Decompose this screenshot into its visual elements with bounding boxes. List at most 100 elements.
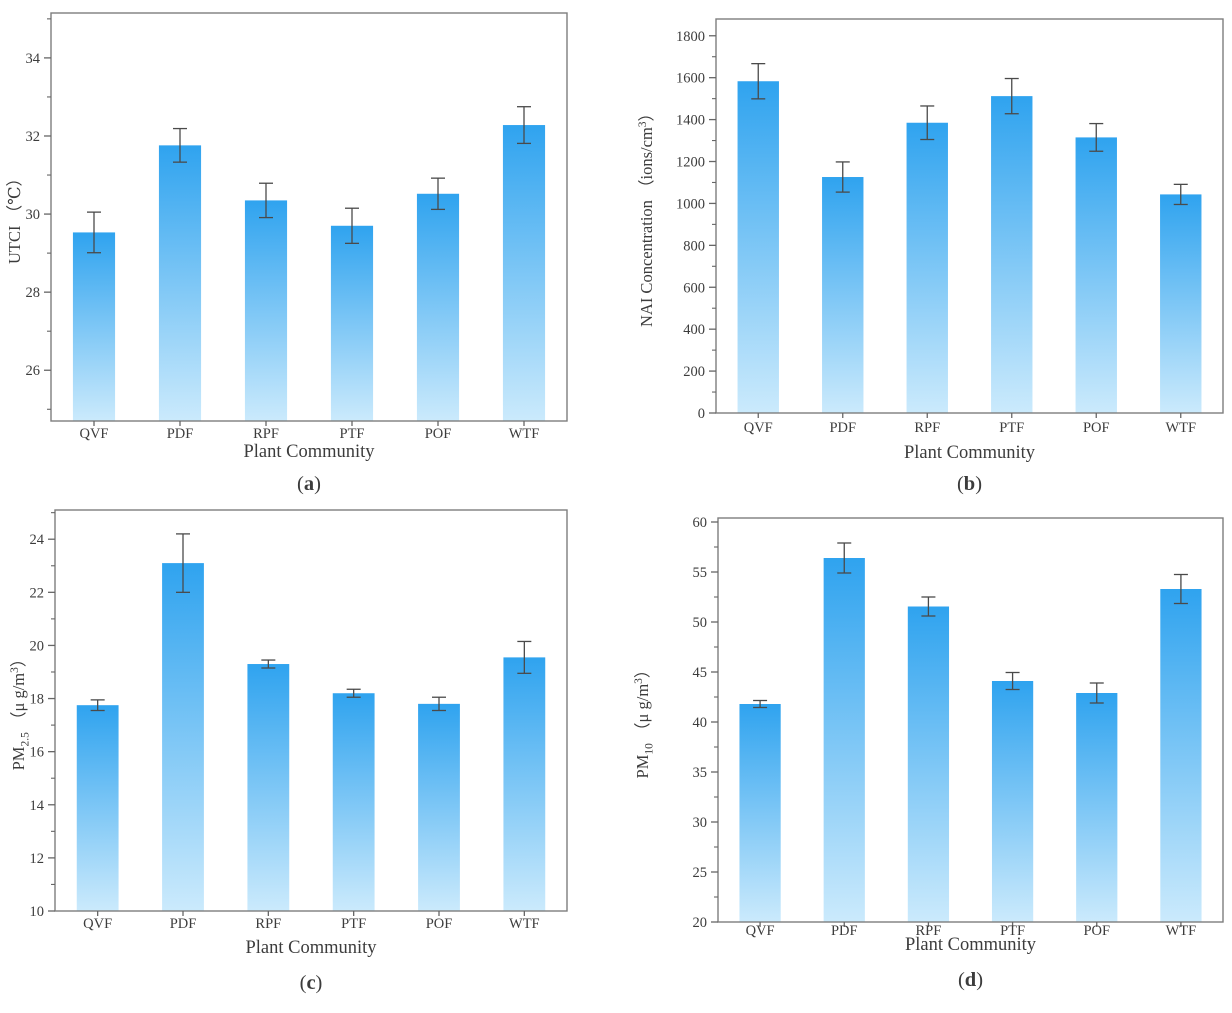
bar-POF [1076,693,1118,922]
x-tick-label-POF: POF [425,426,452,442]
x-axis-title: Plant Community [245,938,377,958]
bar-RPF [907,606,950,922]
x-axis: QVF PDF RPF PTF POF WTF [744,413,1196,436]
y-tick-label: 1600 [676,71,705,87]
x-axis: QVF PDF RPF PTF POF WTF [746,922,1197,939]
y-tick-label: 20 [30,638,45,654]
bar-QVF [76,705,119,911]
axes-frame [54,509,568,912]
bar-chart-b: 0 200 400 600 800 1000 1200 1400 1600 1800 QVF PDF R… [637,18,1224,495]
x-axis: QVF PDF RPF PTF POF WTF [79,421,539,442]
bar-PDF [823,558,865,922]
bar-POF [418,703,460,911]
y-axis-title: PM2.5 （μ g/m3） [9,651,32,771]
y-tick-label: 34 [26,51,41,67]
y-tick-label: 30 [693,815,708,831]
y-tick-label: 30 [26,207,41,223]
bar-RPF [906,122,948,414]
x-tick-label-PTF: PTF [341,916,366,932]
x-axis-title: Plant Community [905,935,1037,955]
y-tick-label: 200 [683,364,705,380]
y-axis-title: PM10 （μ g/m3） [633,662,656,779]
y-tick-label: 35 [693,765,708,781]
bar-PTF [991,681,1034,922]
bar-chart-a: 26 28 30 32 34 QVF PDF RPF PTF POF WTF Plant Commun… [5,12,568,495]
y-tick-label: 45 [693,665,708,681]
bar-PDF [162,563,204,911]
y-axis: 0 200 400 600 800 1000 1200 1400 1600 1800 [676,29,716,422]
x-tick-label-PDF: PDF [829,420,856,436]
y-tick-label: 600 [683,280,705,296]
bars [737,81,1202,414]
y-tick-label: 32 [26,129,41,145]
x-tick-label-RPF: RPF [253,426,279,442]
chart-panel-d: 20 25 30 35 40 45 50 55 60 QVF PDF RPF PTF POF WTF Plan… [616,507,1232,1013]
x-tick-label-PTF: PTF [1000,923,1025,939]
bars [76,563,546,911]
error-bars [751,62,1188,206]
x-tick-label-RPF: RPF [914,420,940,436]
x-tick-label-QVF: QVF [83,916,112,932]
bar-WTF [503,657,546,911]
x-tick-label-PDF: PDF [170,916,197,932]
bar-PTF [991,96,1033,414]
bar-chart-c: 10 12 14 16 18 20 22 24 QVF PDF RPF PTF POF WTF Plant … [9,509,568,994]
y-tick-label: 1200 [676,155,705,171]
y-axis: 26 28 30 32 34 [26,18,51,410]
x-tick-label-PTF: PTF [999,420,1024,436]
panel-label-a: (a) [297,473,321,495]
y-tick-label: 18 [30,692,45,708]
chart-panel-c: 10 12 14 16 18 20 22 24 QVF PDF RPF PTF POF WTF Plant … [0,507,616,1013]
error-bars [87,106,531,254]
bar-QVF [737,81,779,414]
bar-POF [1075,137,1117,413]
bar-POF [416,193,460,421]
y-tick-label: 14 [30,798,45,814]
y-tick-label: 1000 [676,196,705,212]
bar-QVF [72,232,116,421]
axes-frame [715,18,1224,414]
x-tick-label-WTF: WTF [509,426,540,442]
bar-PTF [330,225,374,421]
bar-PDF [158,145,202,422]
panel-label-d: (d) [958,969,983,991]
bars [739,558,1202,922]
x-tick-label-PTF: PTF [340,426,365,442]
bar-PDF [822,177,864,413]
chart-panel-a: 26 28 30 32 34 QVF PDF RPF PTF POF WTF Plant Commun… [0,0,616,507]
y-tick-label: 60 [693,515,708,531]
bar-WTF [1160,194,1202,413]
x-axis-title: Plant Community [243,442,375,462]
bar-PTF [332,693,375,911]
x-tick-label-RPF: RPF [255,916,281,932]
bar-QVF [739,704,781,922]
chart-panel-b: 0 200 400 600 800 1000 1200 1400 1600 1800 QVF PDF R… [616,0,1232,507]
x-tick-label-RPF: RPF [916,923,942,939]
error-bars [753,542,1188,709]
x-axis-title: Plant Community [904,443,1036,463]
bar-chart-d: 20 25 30 35 40 45 50 55 60 QVF PDF RPF PTF POF WTF Plan… [633,515,1224,991]
bar-RPF [244,200,288,421]
y-tick-label: 10 [30,904,45,920]
bar-RPF [247,664,290,911]
x-tick-label-WTF: WTF [1165,420,1196,436]
y-axis-title: UTCI （℃） [5,170,24,264]
y-tick-label: 28 [26,285,41,301]
y-tick-label: 20 [693,915,708,931]
x-tick-label-PDF: PDF [167,426,194,442]
x-tick-label-PDF: PDF [831,923,858,939]
x-axis: QVF PDF RPF PTF POF WTF [83,911,540,932]
y-tick-label: 800 [683,238,705,254]
y-tick-label: 26 [26,363,41,379]
y-axis-title: NAI Concentration （ions/cm3） [637,105,656,327]
axes-frame [717,517,1224,923]
x-tick-label-POF: POF [1083,420,1110,436]
y-tick-label: 1400 [676,113,705,129]
x-tick-label-WTF: WTF [509,916,540,932]
x-tick-label-WTF: WTF [1166,923,1197,939]
panel-label-c: (c) [300,972,323,994]
x-tick-label-QVF: QVF [79,426,108,442]
x-tick-label-QVF: QVF [746,923,775,939]
y-tick-label: 16 [30,745,45,761]
